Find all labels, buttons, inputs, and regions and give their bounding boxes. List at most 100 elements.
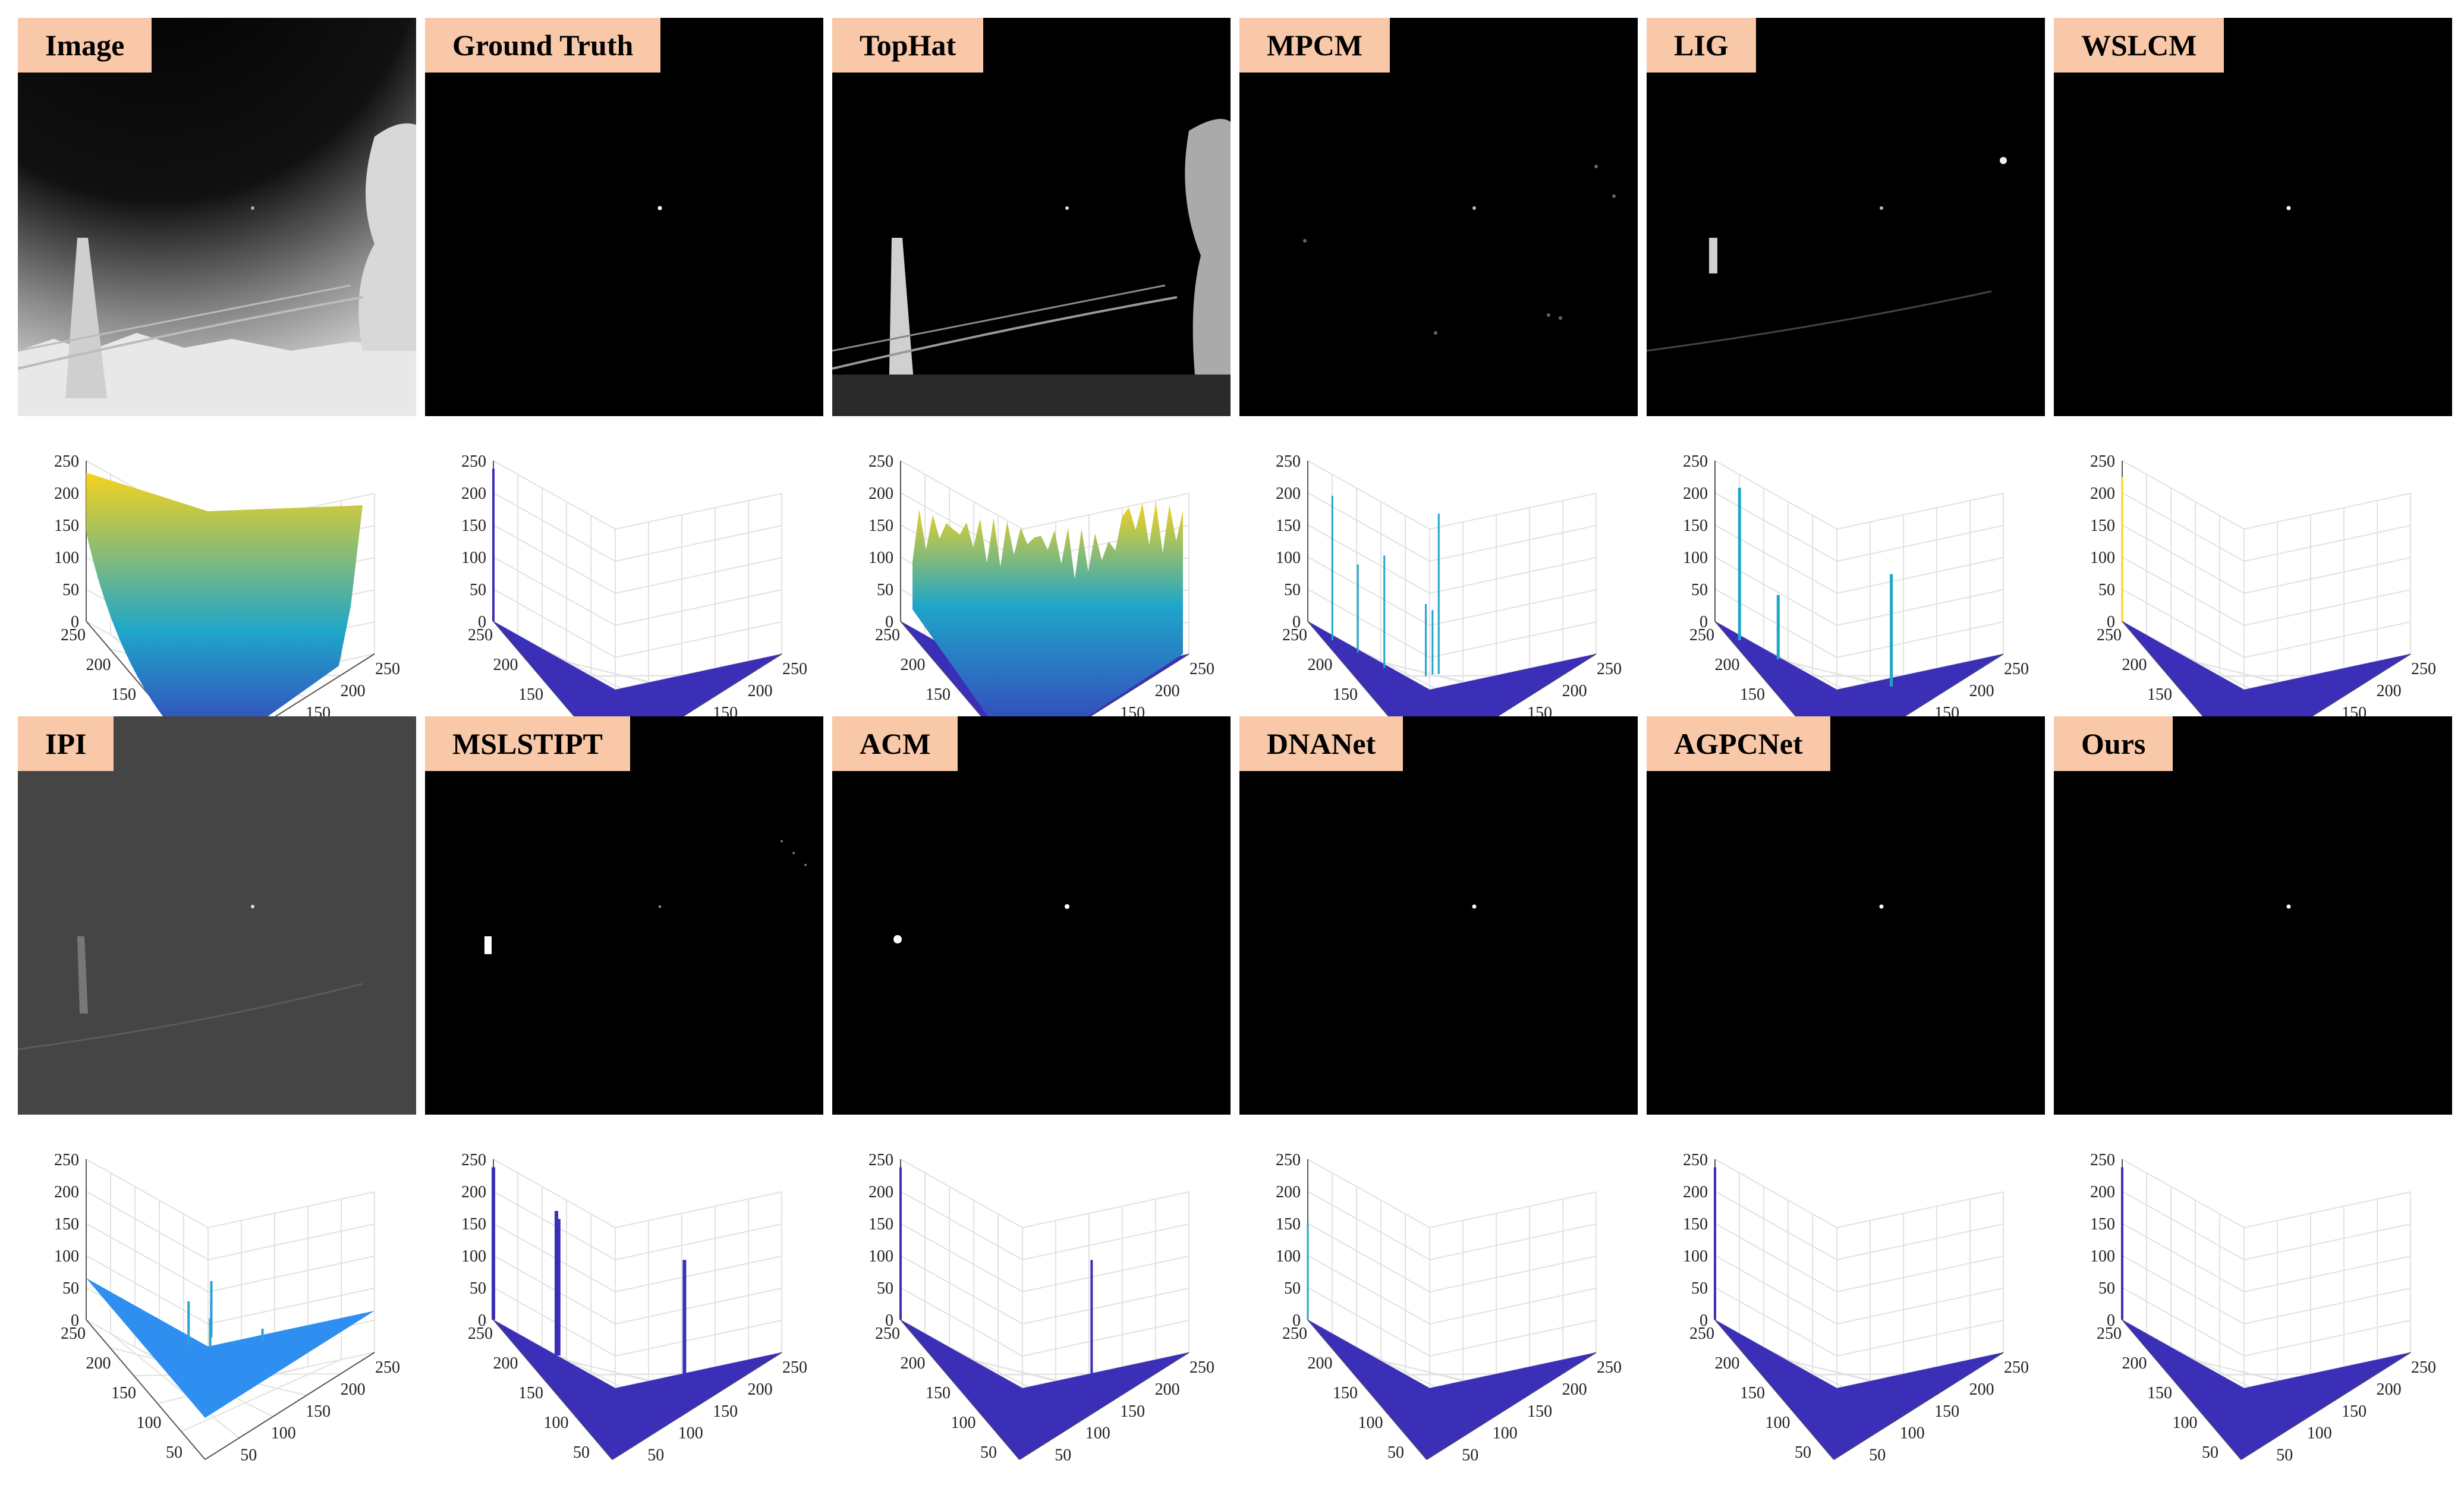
z-tick-label: 250	[1683, 452, 1708, 471]
surface-plot-3d: 2502001501005002502001501005050100150200…	[868, 452, 1214, 766]
x-tick-label: 100	[2307, 1424, 2332, 1443]
method-label: IPI	[18, 716, 114, 771]
y-tick-label: 150	[518, 685, 543, 704]
method-label: WSLCM	[2054, 18, 2224, 73]
z-tick-label: 100	[2090, 549, 2115, 567]
x-tick-label: 150	[1527, 1402, 1552, 1421]
scene-content	[484, 840, 807, 954]
clutter-dot	[792, 852, 795, 854]
clutter-dot	[2000, 157, 2007, 164]
x-tick-label: 200	[748, 1380, 773, 1399]
false-alarm-blob	[893, 935, 902, 943]
y-tick-label: 200	[2122, 1354, 2147, 1373]
result-panel-mpcm: MPCM	[1239, 18, 1638, 416]
y-tick-label: 200	[1308, 656, 1333, 674]
z-tick-label: 250	[1276, 1151, 1301, 1169]
y-tick-label: 200	[901, 656, 926, 674]
clutter-dot	[1547, 313, 1550, 317]
y-tick-label: 50	[980, 1443, 997, 1462]
base-plane	[901, 1320, 1189, 1459]
scene-content	[18, 18, 416, 416]
x-tick-label: 250	[782, 660, 807, 678]
x-tick-label: 50	[240, 1446, 257, 1465]
z-tick-label: 150	[1276, 517, 1301, 535]
method-label: ACM	[832, 716, 958, 771]
z-tick-label: 50	[1284, 581, 1301, 599]
z-tick-label: 200	[868, 484, 893, 503]
y-tick-label: 100	[1358, 1414, 1383, 1432]
surface	[1308, 496, 1596, 761]
base-plane	[86, 1278, 375, 1418]
z-tick-label: 100	[2090, 1247, 2115, 1266]
clutter-dot	[1612, 194, 1616, 198]
y-tick-label: 250	[61, 626, 86, 644]
y-tick-label: 150	[2147, 685, 2172, 704]
z-tick-label: 0	[478, 1311, 486, 1330]
tower-response	[1709, 238, 1717, 273]
z-tick-label: 200	[461, 1183, 486, 1201]
y-tick-label: 200	[493, 1354, 518, 1373]
y-tick-label: 250	[2097, 1324, 2122, 1343]
z-tick-label: 200	[461, 484, 486, 503]
y-tick-label: 150	[111, 1384, 136, 1402]
clutter-dot	[804, 864, 807, 866]
surface	[1715, 487, 2003, 761]
x-tick-label: 200	[1155, 1380, 1180, 1399]
z-tick-label: 250	[54, 452, 79, 471]
y-tick-label: 200	[1715, 656, 1740, 674]
power-line	[18, 284, 351, 352]
x-tick-label: 150	[1934, 1402, 1959, 1421]
x-tick-label: 200	[748, 682, 773, 700]
y-tick-label: 50	[1387, 1443, 1404, 1462]
y-tick-label: 100	[951, 1414, 976, 1432]
x-tick-label: 100	[678, 1424, 703, 1443]
method-label: MSLSTIPT	[425, 716, 630, 771]
tree-silhouette	[1185, 119, 1231, 375]
z-tick-label: 100	[1276, 549, 1301, 567]
y-tick-label: 250	[875, 1324, 900, 1343]
z-tick-label: 200	[1276, 1183, 1301, 1201]
x-tick-label: 250	[2411, 1358, 2436, 1377]
target-dot	[1472, 206, 1476, 210]
y-tick-label: 250	[2097, 626, 2122, 644]
power-line	[832, 296, 1178, 370]
z-tick-label: 250	[461, 452, 486, 471]
z-tick-label: 200	[2090, 484, 2115, 503]
y-tick-label: 250	[61, 1324, 86, 1343]
target-dot	[1065, 904, 1069, 909]
target-dot	[657, 206, 662, 210]
z-tick-label: 50	[470, 581, 486, 599]
x-tick-label: 50	[647, 1446, 664, 1465]
background-plane	[18, 716, 416, 1115]
method-label: MPCM	[1239, 18, 1390, 73]
power-line	[18, 983, 363, 1050]
surface	[492, 1167, 782, 1459]
y-tick-label: 100	[544, 1414, 569, 1432]
z-tick-label: 250	[868, 1151, 893, 1169]
z-tick-label: 0	[71, 613, 79, 631]
y-tick-label: 200	[901, 1354, 926, 1373]
scene-image	[484, 840, 807, 954]
base-plane	[1715, 621, 2003, 761]
z-tick-label: 250	[1683, 1151, 1708, 1169]
target-dot	[1065, 206, 1069, 210]
x-tick-label: 200	[1562, 1380, 1587, 1399]
surface	[86, 473, 363, 761]
x-tick-label: 200	[341, 682, 366, 700]
y-tick-label: 150	[1333, 685, 1358, 704]
base-plane	[1715, 1320, 2003, 1459]
y-tick-label: 150	[1333, 1384, 1358, 1402]
z-tick-label: 50	[1691, 1279, 1708, 1298]
y-tick-label: 150	[1740, 685, 1765, 704]
z-tick-label: 150	[461, 517, 486, 535]
surface	[1307, 1223, 1596, 1459]
method-label: LIG	[1647, 18, 1756, 73]
x-tick-label: 100	[1900, 1424, 1925, 1443]
x-tick-label: 250	[2411, 660, 2436, 678]
z-tick-label: 250	[461, 1151, 486, 1169]
x-tick-label: 200	[1969, 682, 1994, 700]
z-tick-label: 50	[1284, 1279, 1301, 1298]
target-dot	[2286, 904, 2291, 909]
base-plane	[493, 621, 782, 761]
